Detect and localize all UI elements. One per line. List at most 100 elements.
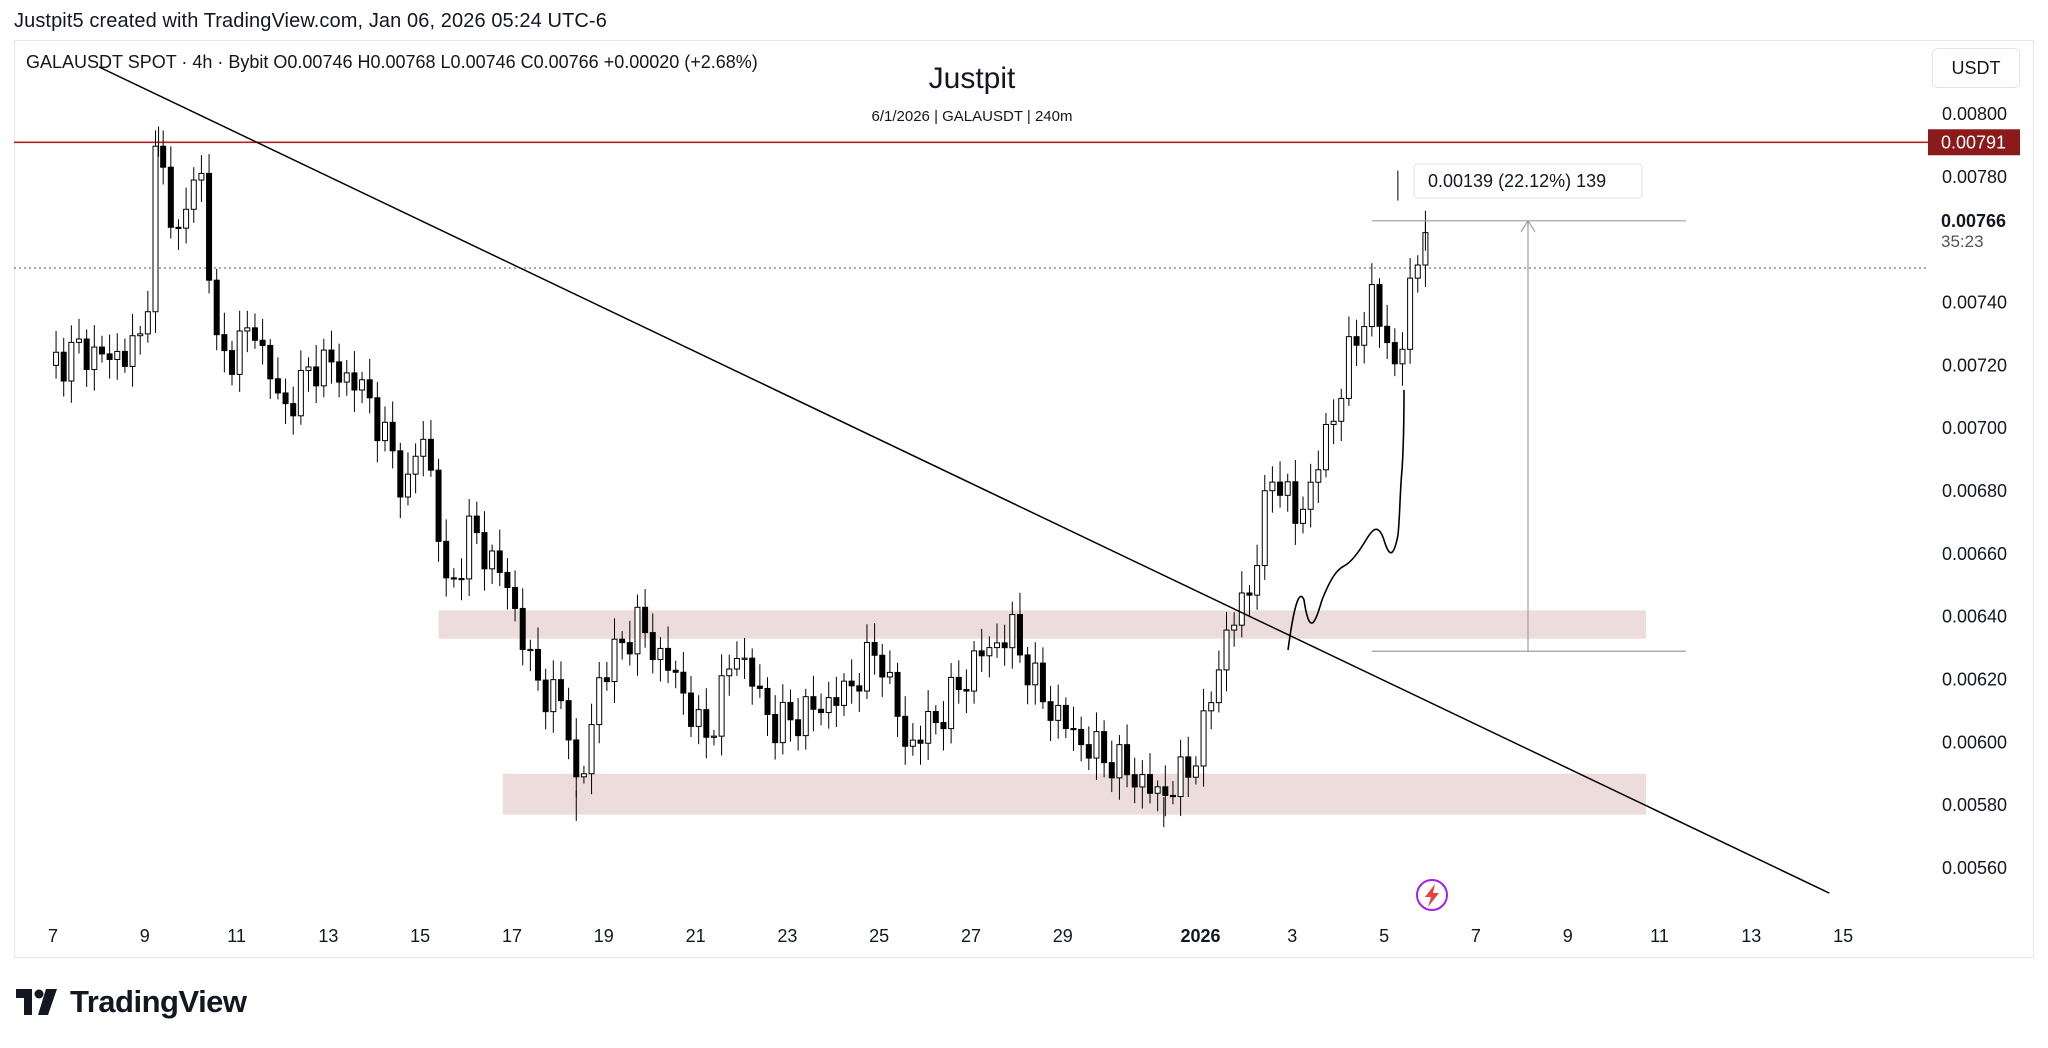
candle-up xyxy=(297,369,304,417)
x-tick-label: 23 xyxy=(777,926,797,946)
candle-up xyxy=(1139,774,1146,788)
candle-down xyxy=(1391,342,1398,365)
candle-down xyxy=(167,166,174,228)
candle-down xyxy=(772,714,779,744)
candle-down xyxy=(267,344,274,380)
candle-down xyxy=(1078,728,1085,746)
tradingview-logo-icon xyxy=(16,989,57,1015)
candle-down xyxy=(206,172,213,281)
candle-down xyxy=(1108,762,1115,779)
candle-down xyxy=(1047,701,1054,721)
candle-up xyxy=(1093,731,1100,759)
candle-down xyxy=(665,647,672,671)
x-tick-label: 9 xyxy=(1563,926,1573,946)
candle-down xyxy=(1062,704,1069,729)
candle-down xyxy=(787,701,794,721)
candle-down xyxy=(978,650,985,657)
candle-down xyxy=(282,392,289,405)
candle-up xyxy=(909,739,916,747)
candle-up xyxy=(420,438,427,457)
y-tick-label: 0.00680 xyxy=(1942,481,2007,501)
candle-up xyxy=(144,311,151,335)
x-tick-label: 2026 xyxy=(1180,926,1220,946)
candle-down xyxy=(894,671,901,717)
y-tick-label: 0.00780 xyxy=(1942,167,2007,187)
candle-up xyxy=(1330,420,1337,425)
candle-down xyxy=(443,540,450,579)
candle-down xyxy=(213,279,220,336)
candle-down xyxy=(374,397,381,442)
y-tick-label: 0.00600 xyxy=(1942,732,2007,752)
candle-up xyxy=(129,335,136,367)
candle-up xyxy=(1192,765,1199,778)
candle-down xyxy=(60,351,67,382)
tradingview-logo[interactable]: TradingView xyxy=(16,984,247,1020)
candle-up xyxy=(1208,702,1215,712)
y-tick-label: 0.00660 xyxy=(1942,544,2007,564)
x-tick-label: 29 xyxy=(1053,926,1073,946)
y-tick-label: 0.00800 xyxy=(1942,104,2007,124)
y-tick-label: 0.00740 xyxy=(1942,293,2007,313)
candle-down xyxy=(680,671,687,694)
x-tick-label: 3 xyxy=(1287,926,1297,946)
candle-up xyxy=(718,675,725,737)
candle-down xyxy=(1147,774,1154,794)
candle-up xyxy=(657,647,664,661)
candle-up xyxy=(994,642,1001,649)
candle-down xyxy=(642,606,649,634)
x-tick-label: 15 xyxy=(1833,926,1853,946)
y-tick-label: 0.00620 xyxy=(1942,670,2007,690)
currency-button[interactable]: USDT xyxy=(1932,48,2020,88)
projection-curve xyxy=(1287,389,1405,651)
candle-up xyxy=(1407,277,1414,350)
candle-down xyxy=(313,366,320,387)
candle-up xyxy=(1414,264,1421,279)
candle-up xyxy=(1307,481,1314,510)
candle-down xyxy=(833,697,840,706)
candle-up xyxy=(190,179,197,210)
x-tick-label: 25 xyxy=(869,926,889,946)
candle-down xyxy=(366,379,373,399)
candle-down xyxy=(963,689,970,692)
candle-up xyxy=(53,351,60,366)
candle-down xyxy=(795,719,802,737)
candle-up xyxy=(320,349,327,387)
candle-up xyxy=(1238,592,1245,626)
candle-down xyxy=(274,378,281,394)
candle-down xyxy=(1169,794,1176,798)
candle-down xyxy=(1024,654,1031,686)
candle-down xyxy=(535,648,542,681)
candle-up xyxy=(588,724,595,775)
candle-down xyxy=(397,450,404,498)
candle-up xyxy=(198,172,205,181)
candle-up xyxy=(825,697,832,714)
candle-up xyxy=(986,647,993,657)
x-tick-label: 7 xyxy=(1471,926,1481,946)
candle-down xyxy=(619,638,626,644)
candle-down xyxy=(450,577,457,580)
candle-down xyxy=(810,696,817,710)
candle-down xyxy=(229,350,236,375)
trendline[interactable] xyxy=(98,66,1830,894)
x-tick-label: 27 xyxy=(961,926,981,946)
candle-down xyxy=(1246,592,1253,596)
candle-up xyxy=(1261,490,1268,567)
candle-up xyxy=(1154,786,1161,794)
candle-up xyxy=(68,341,75,382)
candle-down xyxy=(251,327,258,341)
candle-down xyxy=(557,679,564,702)
candle-down xyxy=(573,739,580,778)
x-tick-label: 13 xyxy=(1741,926,1761,946)
candle-up xyxy=(1361,326,1368,346)
candle-up xyxy=(1399,348,1406,365)
support-zone-1 xyxy=(438,610,1646,639)
candle-up xyxy=(489,550,496,570)
candle-down xyxy=(290,403,297,417)
candle-down xyxy=(565,700,572,741)
candle-down xyxy=(1353,336,1360,346)
candle-up xyxy=(550,679,557,713)
logo-text: TradingView xyxy=(70,984,247,1019)
resistance-price-tag xyxy=(1928,129,2020,156)
candle-down xyxy=(1162,786,1169,796)
